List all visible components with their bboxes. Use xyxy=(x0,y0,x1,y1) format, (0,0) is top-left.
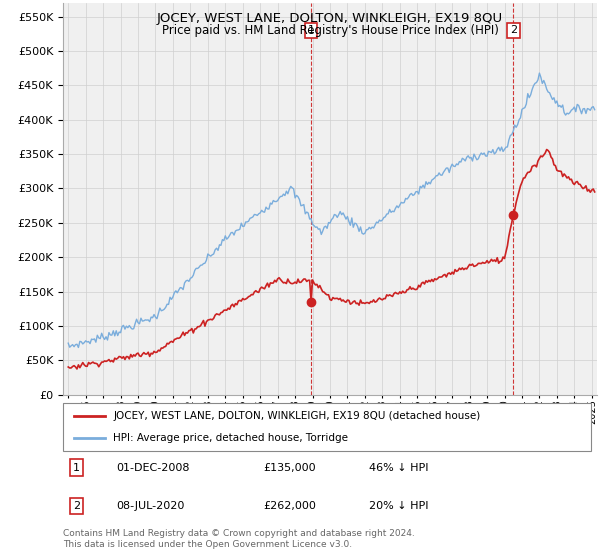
Text: 20% ↓ HPI: 20% ↓ HPI xyxy=(369,501,429,511)
Text: Contains HM Land Registry data © Crown copyright and database right 2024.
This d: Contains HM Land Registry data © Crown c… xyxy=(63,529,415,549)
FancyBboxPatch shape xyxy=(63,403,591,451)
Text: £262,000: £262,000 xyxy=(263,501,317,511)
Text: £135,000: £135,000 xyxy=(263,463,316,473)
Text: 2: 2 xyxy=(509,25,517,35)
Text: 1: 1 xyxy=(308,25,314,35)
Text: HPI: Average price, detached house, Torridge: HPI: Average price, detached house, Torr… xyxy=(113,433,348,443)
Text: 46% ↓ HPI: 46% ↓ HPI xyxy=(369,463,429,473)
Text: 2: 2 xyxy=(73,501,80,511)
Text: Price paid vs. HM Land Registry's House Price Index (HPI): Price paid vs. HM Land Registry's House … xyxy=(161,24,499,36)
Text: 01-DEC-2008: 01-DEC-2008 xyxy=(116,463,190,473)
Text: JOCEY, WEST LANE, DOLTON, WINKLEIGH, EX19 8QU (detached house): JOCEY, WEST LANE, DOLTON, WINKLEIGH, EX1… xyxy=(113,411,481,421)
Text: JOCEY, WEST LANE, DOLTON, WINKLEIGH, EX19 8QU: JOCEY, WEST LANE, DOLTON, WINKLEIGH, EX1… xyxy=(157,12,503,25)
Text: 1: 1 xyxy=(73,463,80,473)
Text: 08-JUL-2020: 08-JUL-2020 xyxy=(116,501,184,511)
